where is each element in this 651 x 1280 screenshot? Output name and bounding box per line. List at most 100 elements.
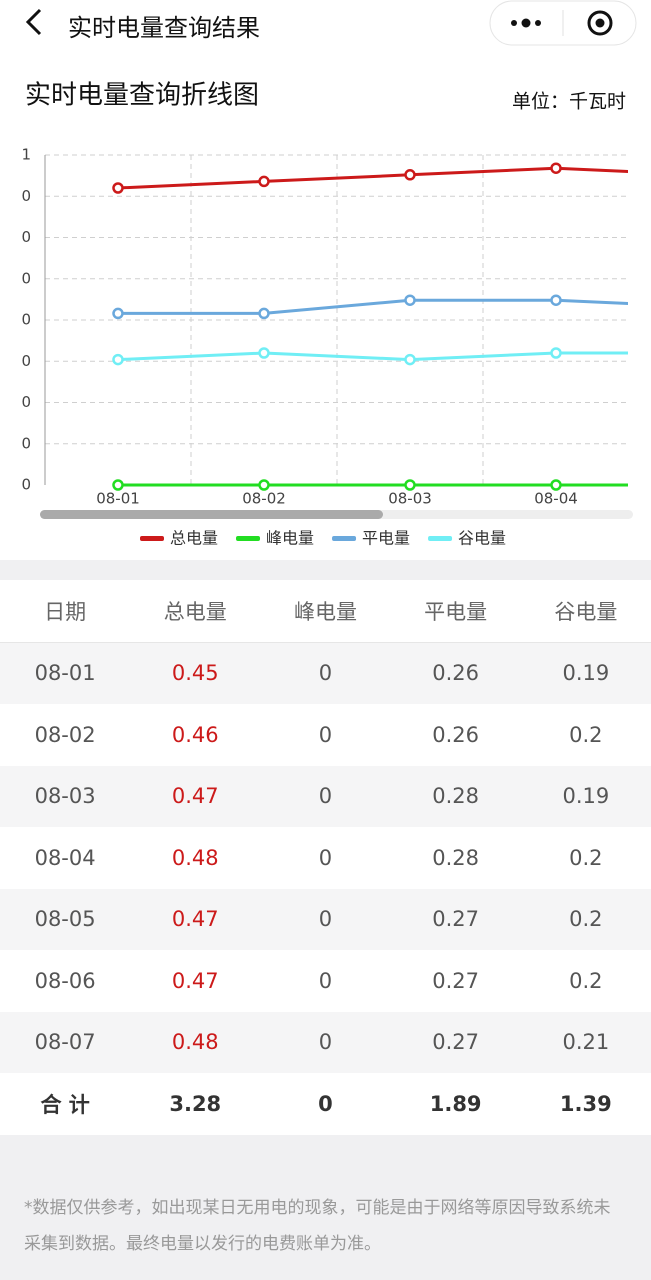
table-cell: 08-01 [34, 661, 96, 686]
legend-label: 谷电量 [458, 529, 506, 548]
y-tick-label: 0 [21, 228, 31, 246]
data-point [112, 353, 124, 366]
table-row: 08-01 0.45 0 0.26 0.19 [0, 642, 651, 704]
table-cell: 0.28 [432, 784, 480, 809]
table-cell: 0.26 [432, 722, 480, 747]
series-line [118, 298, 628, 315]
back-arrow[interactable] [25, 8, 42, 36]
y-tick-label: 0 [21, 352, 31, 370]
table-row: 08-02 0.46 0 0.26 0.2 [0, 704, 651, 766]
data-table: 日期 总电量 峰电量 平电量 谷电量 08-01 0.45 0 0.26 0.19 08-02 0.4… [0, 580, 651, 1135]
table-cell: 0.2 [569, 845, 603, 870]
x-tick-label: 08-04 [534, 490, 578, 508]
table-cell: 08-02 [34, 722, 96, 747]
x-tick-label: 08-01 [96, 490, 140, 508]
table-cell: 0 [318, 845, 333, 870]
table-row: 08-06 0.47 0 0.27 0.2 [0, 950, 651, 1012]
table-cell: 峰电量 [293, 599, 357, 624]
legend-label: 峰电量 [266, 529, 314, 548]
table-row: 08-07 0.48 0 0.27 0.21 [0, 1011, 651, 1073]
table-cell: 平电量 [424, 599, 488, 624]
table-cell: 0.28 [432, 845, 480, 870]
legend-label: 总电量 [170, 529, 218, 548]
legend-label: 平电量 [362, 529, 410, 548]
table-cell: 0.47 [171, 907, 219, 932]
table-row: 日期 总电量 峰电量 平电量 谷电量 [0, 580, 651, 643]
y-tick-label: 0 [21, 393, 31, 411]
table-cell: 0.2 [569, 907, 603, 932]
table-cell: 0 [318, 722, 333, 747]
legend-swatch [332, 536, 357, 541]
dot[interactable] [535, 20, 541, 26]
table-cell: 08-05 [34, 907, 96, 932]
data-point [112, 307, 124, 320]
table-row: 合 计 3.28 0 1.89 1.39 [0, 1073, 651, 1135]
legend-swatch [428, 536, 453, 541]
table-cell: 0.26 [432, 661, 480, 686]
table-cell: 0.2 [569, 722, 603, 747]
scroll-thumb[interactable] [40, 510, 383, 519]
table-cell: 0.47 [171, 968, 219, 993]
close-icon-center [595, 18, 605, 28]
table-cell: 谷电量 [554, 599, 618, 624]
table-cell: 总电量 [163, 599, 227, 624]
data-point [550, 294, 562, 306]
table-cell: 0.45 [171, 661, 219, 686]
nav-bar: 实时电量查询结果 [0, 0, 651, 58]
table-cell: 0 [318, 968, 333, 993]
table-cell: 0 [318, 661, 333, 686]
table-cell: 0.46 [171, 722, 219, 747]
note: *数据仅供参考，如出现某日无用电的现象，可能是由于网络等原因导致系统未采集到数据… [24, 1198, 611, 1254]
chart: 实时电量查询折线图 单位：千瓦时 08-0108-0208-0308-0408-… [21, 81, 633, 548]
y-tick-label: 0 [21, 187, 31, 205]
table-cell: 0.2 [569, 968, 603, 993]
table-row: 08-03 0.47 0 0.28 0.19 [0, 765, 651, 827]
series-line [117, 166, 628, 190]
data-point [550, 162, 562, 174]
table-cell: 0.47 [171, 784, 219, 809]
table-cell: 0.21 [562, 1030, 610, 1055]
legend-swatch [236, 536, 261, 541]
y-tick-label: 0 [21, 434, 31, 452]
chart-card: 实时电量查询折线图 单位：千瓦时 08-0108-0208-0308-0408-… [0, 58, 651, 560]
table-cell: 合 计 [40, 1092, 90, 1117]
table-cell: 08-07 [34, 1030, 96, 1055]
data-point [404, 353, 416, 366]
data-point [404, 479, 416, 491]
y-tick-label: 0 [21, 269, 31, 287]
table-cell: 0 [318, 907, 333, 932]
unit-label: 单位：千瓦时 [512, 91, 626, 113]
table-cell: 日期 [44, 599, 87, 624]
y-tick-label: 0 [21, 311, 31, 329]
data-point [404, 294, 416, 306]
table-row: 08-05 0.47 0 0.27 0.2 [0, 888, 651, 950]
table-cell: 1.89 [429, 1091, 482, 1116]
table-cell: 0.27 [432, 907, 480, 932]
chart-title: 实时电量查询折线图 [25, 81, 259, 111]
nav-icons [25, 0, 637, 46]
data-point [258, 307, 270, 320]
y-tick-label: 0 [21, 476, 31, 494]
x-tick-label: 08-02 [242, 490, 286, 508]
table-cell: 08-04 [34, 845, 96, 870]
data-point [258, 175, 270, 188]
legend-swatch [140, 536, 164, 541]
table-cell: 08-03 [34, 784, 96, 809]
table-row: 08-04 0.48 0 0.28 0.2 [0, 827, 651, 889]
data-point [550, 479, 562, 491]
dot[interactable] [521, 18, 531, 28]
y-tick-label: 1 [21, 146, 31, 164]
data-point [112, 182, 124, 194]
table-cell: 0.27 [432, 968, 480, 993]
dot[interactable] [511, 20, 517, 26]
table-cell: 0 [318, 1030, 333, 1055]
table-cell: 0.19 [562, 784, 610, 809]
table-cell: 1.39 [559, 1091, 612, 1116]
table-cell: 0.19 [562, 661, 610, 686]
close-icon[interactable] [587, 10, 613, 36]
table-cell: 0 [318, 784, 333, 809]
table-cell: 0.48 [171, 845, 219, 870]
table-cell: 0 [318, 1091, 333, 1116]
